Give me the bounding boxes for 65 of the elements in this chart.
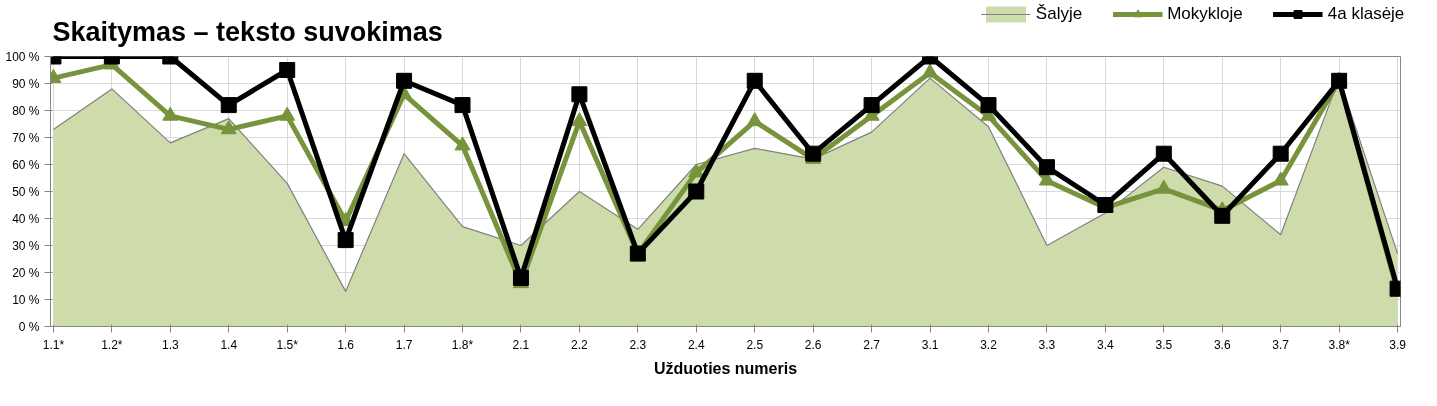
- y-tick-label: 20 %: [12, 265, 40, 280]
- x-tick-label: 3.3: [1038, 337, 1056, 352]
- point: [162, 106, 179, 121]
- y-tick-label: 50 %: [12, 184, 40, 199]
- x-tick-label: 2.2: [571, 337, 589, 352]
- point: [337, 232, 354, 249]
- y-tick-label: 90 %: [12, 76, 40, 91]
- x-tick-label: 1.4: [220, 337, 238, 352]
- point: [688, 163, 705, 178]
- x-tick-label: 2.4: [687, 337, 705, 352]
- y-tick-label: 100 %: [5, 49, 40, 64]
- point: [396, 72, 413, 89]
- point: [279, 62, 296, 78]
- y-tick-label: 60 %: [12, 157, 40, 172]
- point: [746, 72, 763, 89]
- point: [1155, 179, 1172, 194]
- x-tick-label: 3.6: [1213, 337, 1231, 352]
- point: [279, 106, 296, 121]
- x-tick-label: 2.1: [512, 337, 530, 352]
- x-tick-label: 1.5*: [276, 337, 299, 352]
- point: [571, 86, 588, 103]
- legend-label: 4a klasėje: [1327, 4, 1405, 24]
- x-tick-label: 3.9: [1389, 337, 1407, 352]
- point: [571, 112, 588, 127]
- x-tick-label: 2.6: [804, 337, 822, 352]
- x-tick-label: 1.8*: [451, 337, 474, 352]
- y-tick-label: 30 %: [12, 238, 40, 253]
- x-tick-label: 1.7: [395, 337, 413, 352]
- x-tick-label: 3.4: [1097, 337, 1115, 352]
- y-tick-label: 40 %: [12, 211, 40, 226]
- y-tick-label: 0 %: [18, 319, 40, 334]
- point: [1214, 207, 1231, 224]
- point: [688, 183, 705, 200]
- point: [512, 269, 529, 286]
- point: [863, 97, 880, 114]
- y-tick-label: 70 %: [12, 130, 40, 145]
- legend-label: Šalyje: [1035, 4, 1083, 24]
- point: [922, 63, 939, 78]
- point: [220, 120, 237, 135]
- x-tick-label: 3.1: [921, 337, 939, 352]
- x-axis-title: Užduoties numeris: [653, 359, 798, 377]
- x-tick-label: 1.1*: [42, 337, 65, 352]
- x-tick-label: 3.5: [1155, 337, 1173, 352]
- x-tick-label: 3.7: [1272, 337, 1290, 352]
- point: [454, 97, 471, 114]
- legend-label: Mokykloje: [1167, 4, 1243, 24]
- x-tick-label: 3.8*: [1328, 337, 1351, 352]
- y-tick-label: 80 %: [12, 103, 40, 118]
- point: [220, 97, 237, 114]
- x-tick-label: 1.2*: [101, 337, 123, 352]
- point: [746, 112, 763, 127]
- x-tick-label: 2.7: [863, 337, 881, 352]
- chart-title: Skaitymas – teksto suvokimas: [52, 16, 443, 47]
- point: [980, 97, 997, 114]
- x-tick-label: 3.2: [980, 337, 998, 352]
- x-tick-label: 1.3: [161, 337, 179, 352]
- point: [454, 136, 471, 151]
- point: [1155, 145, 1172, 162]
- x-tick-label: 2.3: [629, 337, 647, 352]
- point: [1038, 159, 1055, 176]
- x-tick-label: 1.6: [337, 337, 355, 352]
- y-tick-label: 10 %: [12, 292, 40, 307]
- point: [1272, 145, 1289, 162]
- x-tick-label: 2.5: [746, 337, 764, 352]
- point: [805, 145, 822, 162]
